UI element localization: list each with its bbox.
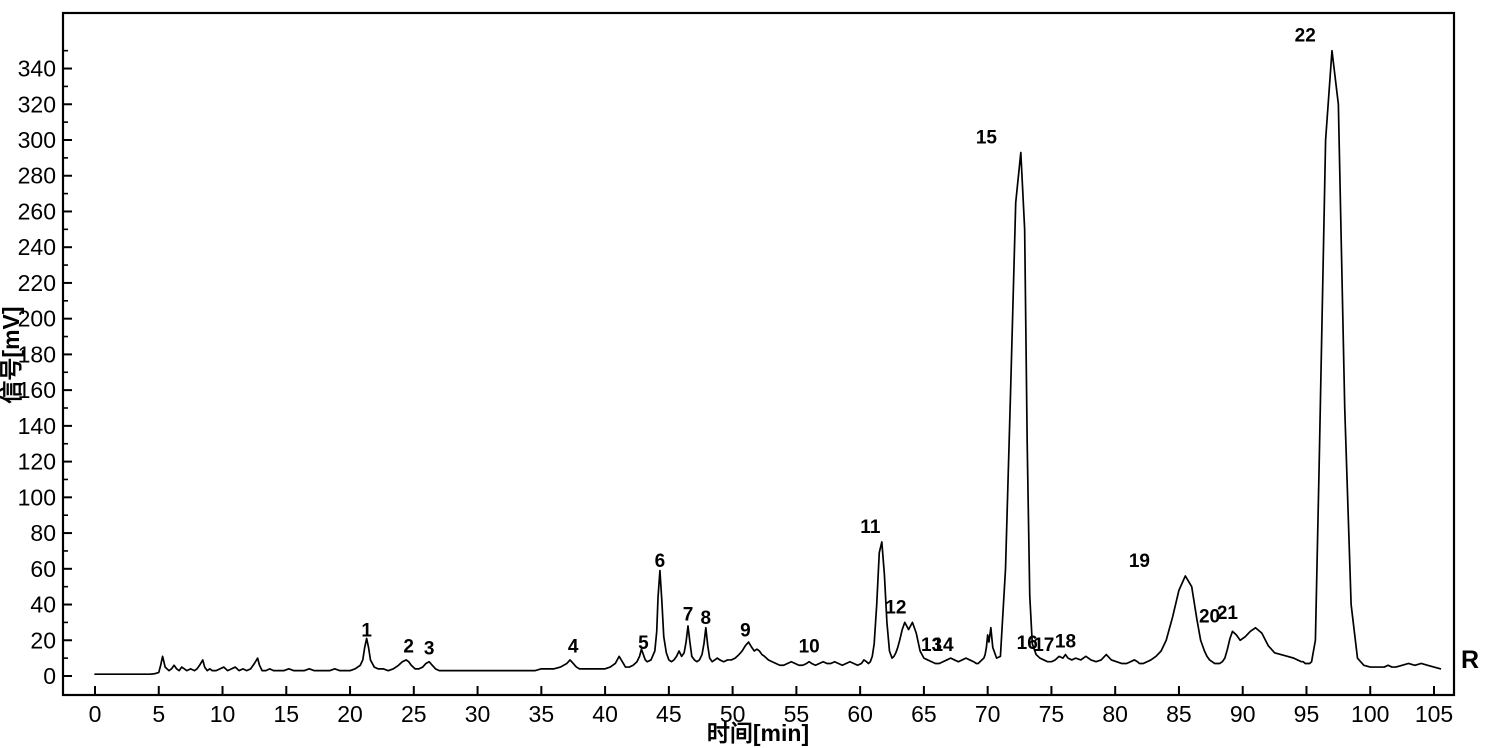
peak-label-2: 2 [403, 637, 414, 658]
y-tick-label: 260 [18, 198, 56, 224]
y-tick-label: 200 [18, 306, 56, 332]
y-tick-label: 180 [18, 341, 56, 367]
x-tick-label: 75 [1039, 701, 1065, 727]
x-tick-label: 55 [784, 701, 810, 727]
peak-label-14: 14 [932, 635, 954, 656]
peak-label-17: 17 [1033, 635, 1054, 656]
x-tick-label: 60 [847, 701, 873, 727]
right-marker-label: R [1461, 646, 1479, 674]
x-tick-label: 25 [401, 701, 427, 727]
peak-label-19: 19 [1129, 551, 1150, 572]
peak-label-4: 4 [568, 637, 579, 658]
peak-label-20: 20 [1199, 606, 1220, 627]
x-tick-label: 100 [1351, 701, 1389, 727]
y-tick-label: 0 [43, 663, 56, 689]
peak-label-6: 6 [655, 551, 666, 572]
peak-label-18: 18 [1055, 631, 1076, 652]
x-axis-title: 时间[min] [707, 720, 809, 746]
x-tick-label: 90 [1230, 701, 1256, 727]
peak-label-22: 22 [1295, 26, 1316, 47]
y-tick-label: 340 [18, 56, 56, 82]
peak-label-5: 5 [638, 633, 649, 654]
x-tick-label: 10 [210, 701, 236, 727]
peak-label-3: 3 [424, 638, 435, 659]
y-tick-label: 80 [30, 520, 56, 546]
y-tick-label: 60 [30, 556, 56, 582]
peak-label-11: 11 [860, 517, 881, 538]
x-tick-label: 5 [152, 701, 165, 727]
x-tick-label: 0 [89, 701, 102, 727]
peak-label-13: 13 [921, 635, 942, 656]
x-tick-label: 80 [1102, 701, 1128, 727]
y-tick-label: 320 [18, 91, 56, 117]
x-tick-label: 20 [337, 701, 363, 727]
x-tick-label: 40 [592, 701, 618, 727]
y-tick-label: 40 [30, 592, 56, 618]
y-axis-ticks [63, 49, 72, 677]
y-tick-label: 280 [18, 163, 56, 189]
x-tick-label: 65 [911, 701, 937, 727]
y-tick-label: 120 [18, 449, 56, 475]
y-axis-tick-labels: 0 20 40 60 80 100 120 140 160 180 200 220 240 260 280 3… [18, 56, 56, 689]
x-tick-label: 85 [1166, 701, 1192, 727]
x-axis-ticks [94, 686, 1435, 695]
peak-label-21: 21 [1217, 603, 1239, 624]
x-tick-label: 50 [720, 701, 746, 727]
x-tick-label: 95 [1294, 701, 1320, 727]
peak-label-16: 16 [1017, 633, 1038, 654]
signal-trace [94, 49, 1442, 676]
y-tick-label: 160 [18, 377, 56, 403]
y-tick-label: 220 [18, 270, 56, 296]
x-axis-tick-labels: 0 5 10 15 20 25 30 35 40 45 50 55 60 65 70 75 80 85 90 95 10… [89, 701, 1454, 727]
y-tick-label: 140 [18, 413, 56, 439]
y-tick-label: 100 [18, 484, 56, 510]
y-tick-label: 20 [30, 627, 56, 653]
peak-label-7: 7 [683, 605, 694, 626]
peak-label-8: 8 [701, 608, 712, 629]
peak-label-15: 15 [976, 128, 998, 149]
plot-frame [61, 11, 1456, 697]
y-tick-label: 300 [18, 127, 56, 153]
x-tick-label: 15 [273, 701, 299, 727]
x-tick-label: 105 [1415, 701, 1453, 727]
y-axis-title: 信号[mV] [0, 306, 24, 403]
x-tick-label: 35 [529, 701, 555, 727]
peak-label-10: 10 [799, 637, 820, 658]
x-tick-label: 70 [975, 701, 1001, 727]
peak-label-1: 1 [361, 621, 372, 642]
y-tick-label: 240 [18, 234, 56, 260]
peak-label-9: 9 [740, 621, 751, 642]
x-tick-label: 30 [465, 701, 491, 727]
x-tick-label: 45 [656, 701, 682, 727]
peak-label-12: 12 [885, 597, 906, 618]
